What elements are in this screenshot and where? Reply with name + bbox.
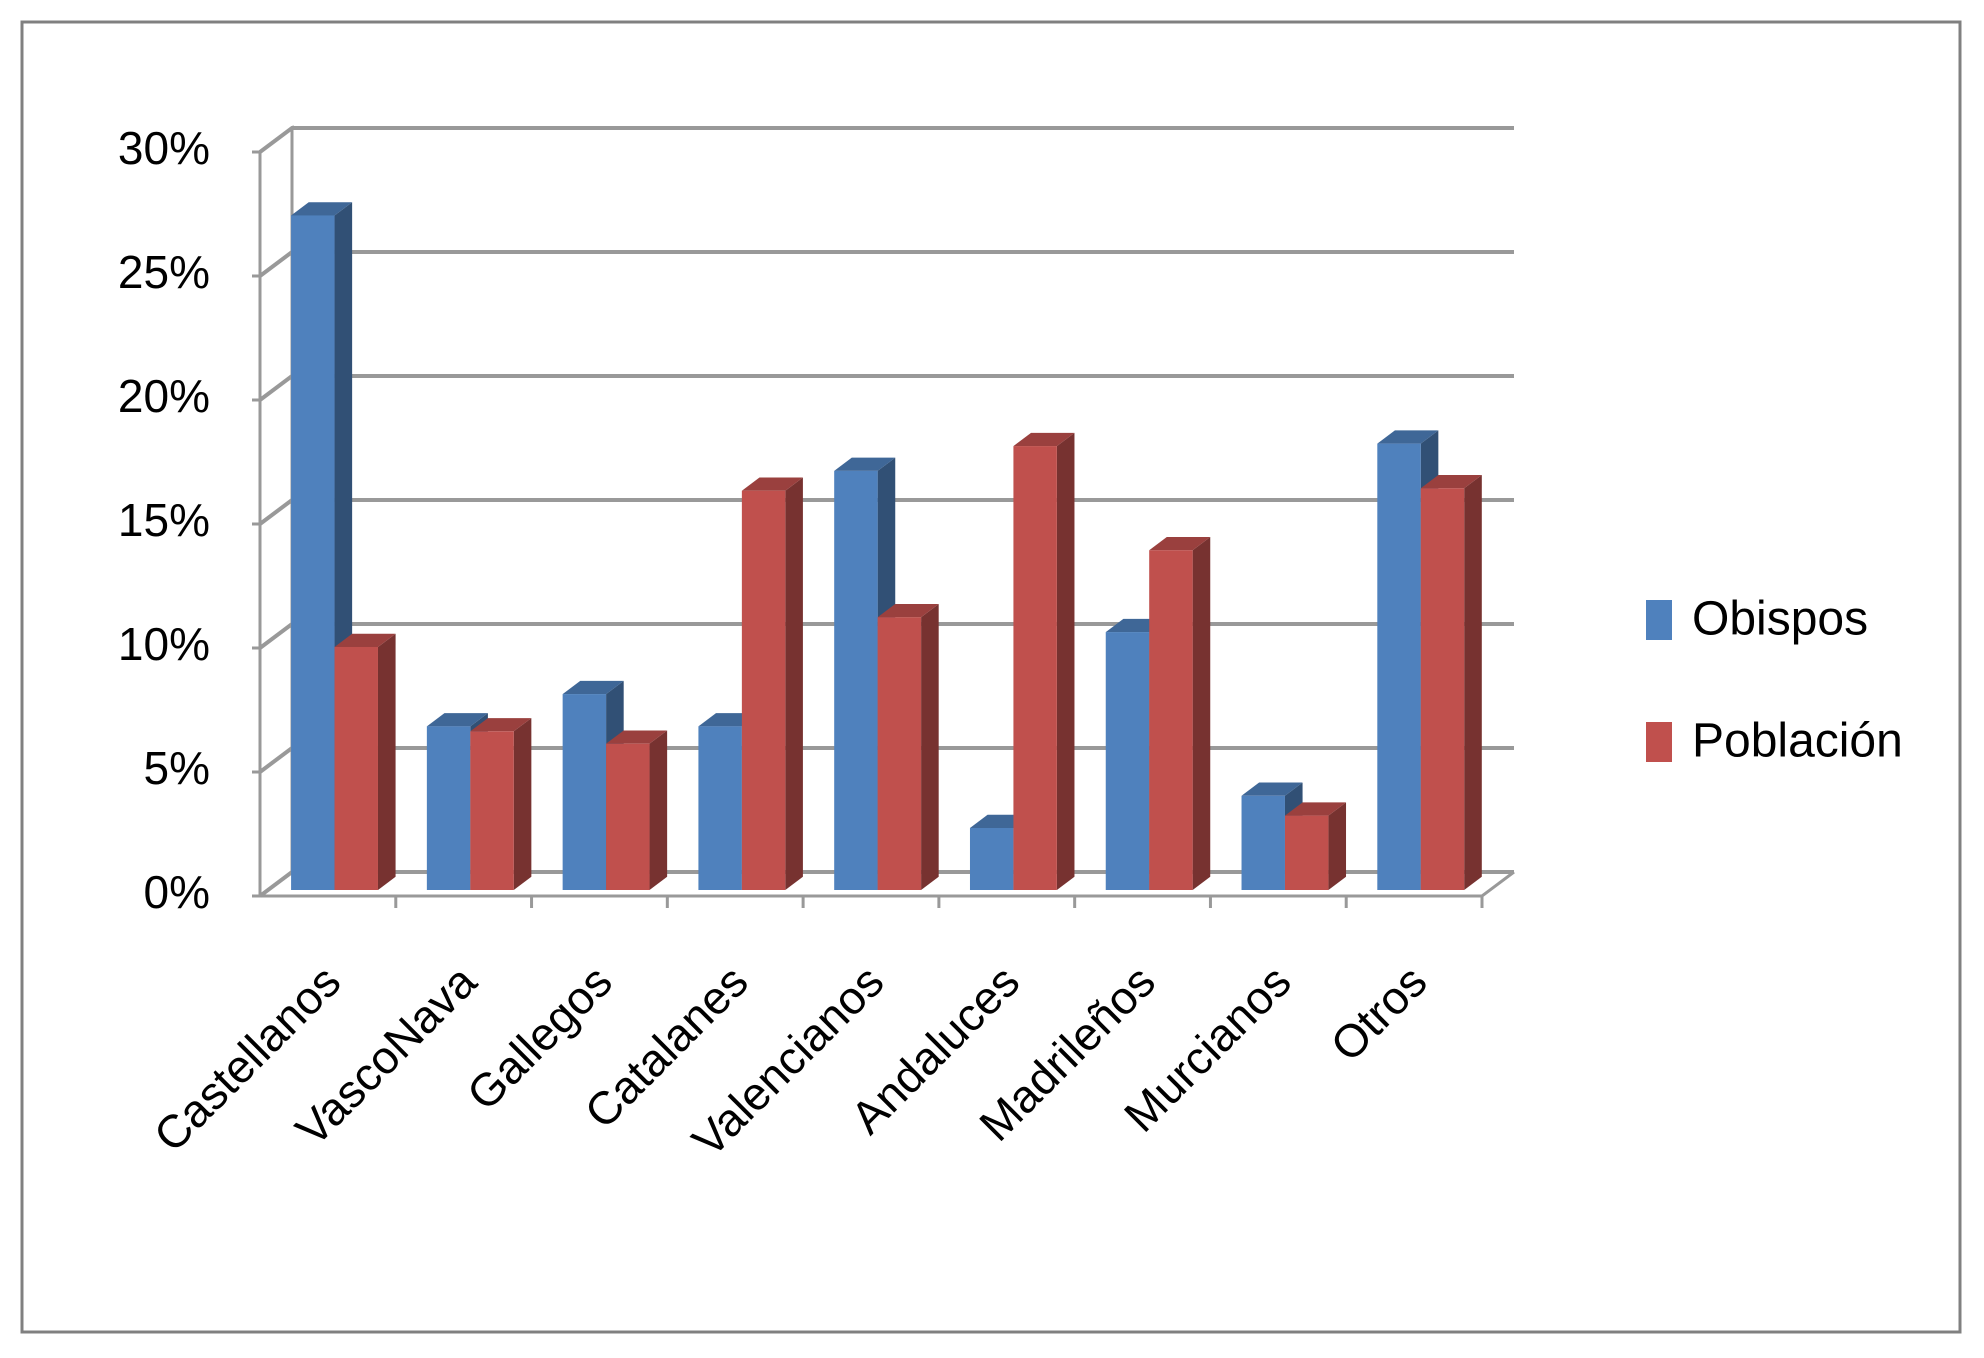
bar-top <box>470 718 532 732</box>
bar <box>426 726 471 890</box>
bar <box>834 470 878 890</box>
bar-side <box>785 477 803 890</box>
bar <box>1377 443 1421 890</box>
bar-top <box>1420 475 1482 489</box>
bar <box>1013 446 1057 890</box>
bar-side <box>1056 432 1075 890</box>
bar-top <box>562 680 624 695</box>
bar-top <box>606 730 668 744</box>
bar <box>1105 632 1150 890</box>
bar-side <box>513 718 532 890</box>
bar <box>1420 488 1465 890</box>
bar <box>470 731 514 890</box>
bar <box>877 617 922 890</box>
bar <box>969 828 1014 890</box>
bar <box>1149 550 1193 890</box>
bar-side <box>1464 475 1482 890</box>
bar-top <box>291 202 353 216</box>
bar <box>741 490 786 890</box>
bar-top <box>877 604 939 618</box>
legend-swatch <box>1646 722 1672 762</box>
grid-line <box>258 126 1514 154</box>
y-tick-label: 25% <box>118 246 210 298</box>
bar <box>606 743 650 890</box>
legend-label: Obispos <box>1692 593 1868 646</box>
bar-top <box>834 457 896 471</box>
bar-side <box>921 604 939 890</box>
bar-top <box>334 633 396 647</box>
bar-top <box>741 477 803 491</box>
y-tick-label: 10% <box>118 618 210 670</box>
bar-top <box>1149 537 1211 551</box>
bar-side <box>1192 537 1211 890</box>
bar <box>562 694 607 890</box>
y-tick-label: 30% <box>118 122 210 174</box>
bar-top <box>1284 802 1347 816</box>
y-tick-label: 15% <box>118 494 210 546</box>
bar-side <box>649 730 668 890</box>
y-tick-label: 20% <box>118 370 210 422</box>
bar-top <box>1013 432 1075 447</box>
bar-top <box>1241 782 1303 796</box>
y-tick-label: 5% <box>144 742 210 794</box>
bar-side <box>377 633 396 890</box>
legend-swatch <box>1646 600 1672 640</box>
legend-label: Población <box>1692 715 1903 768</box>
bar <box>1284 815 1329 890</box>
bar <box>698 726 742 890</box>
bar-side <box>1328 802 1347 890</box>
bar <box>334 646 378 890</box>
bar <box>1241 795 1285 890</box>
bar <box>291 215 335 890</box>
bar-top <box>1377 430 1439 444</box>
y-tick-label: 0% <box>144 866 210 918</box>
bar-top <box>426 713 488 727</box>
